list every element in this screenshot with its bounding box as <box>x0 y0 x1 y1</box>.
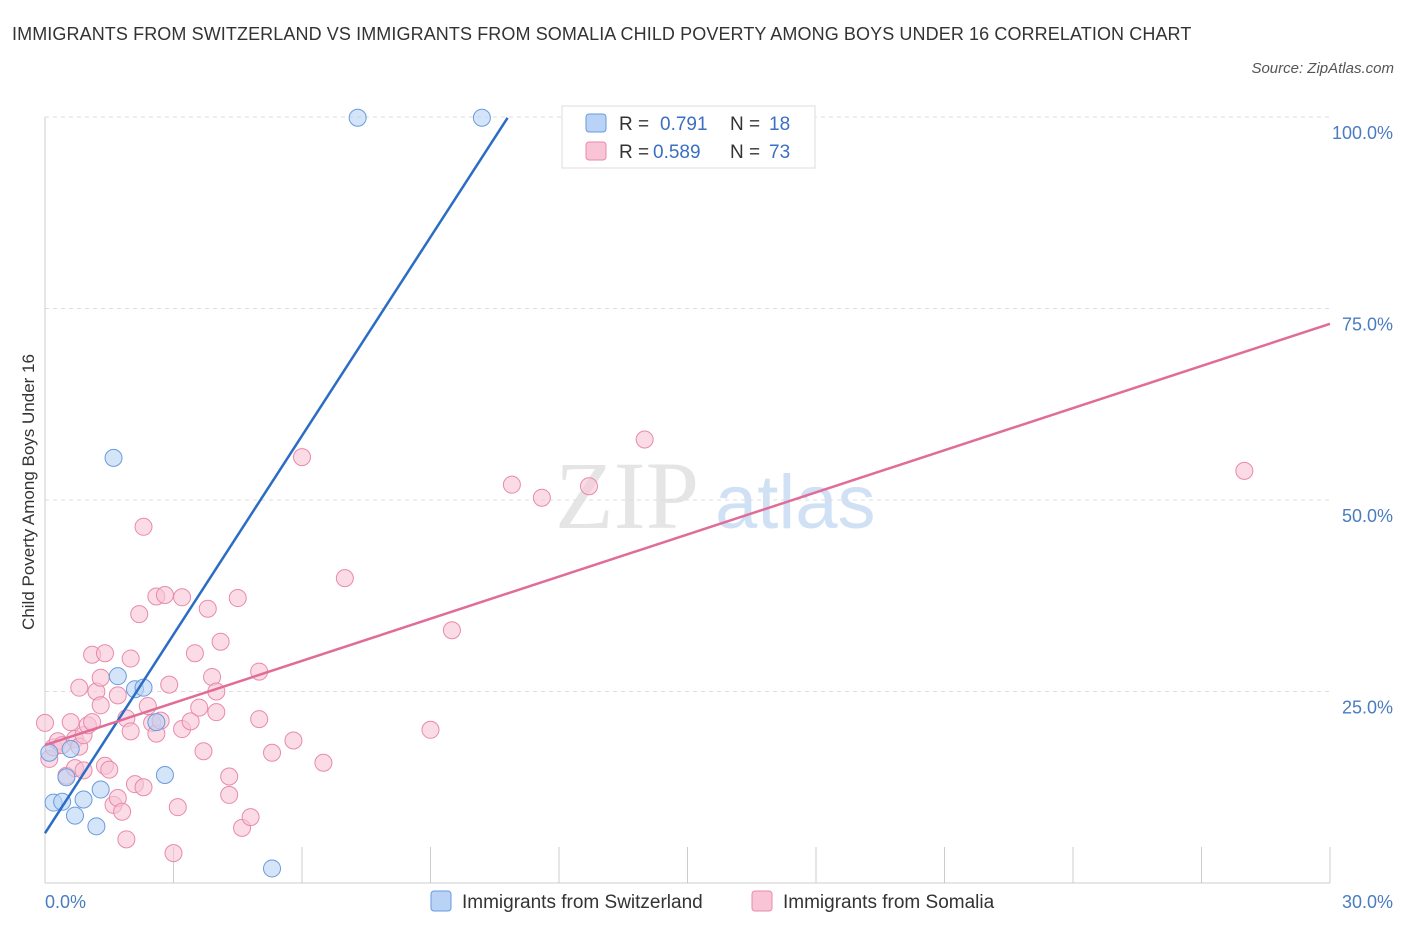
blue-point-6 <box>74 790 93 809</box>
legend-r-value-1: 0.791 <box>660 114 708 135</box>
x-tick-label-min: 0.0% <box>45 892 86 912</box>
bottom-legend-label-switzerland: Immigrants from Switzerland <box>462 892 703 913</box>
legend-r-label-1: R = <box>619 114 649 135</box>
x-tick-labels: 0.0% 30.0% <box>45 892 1393 912</box>
pink-point-72 <box>1235 461 1254 480</box>
blue-point-2 <box>53 792 72 811</box>
blue-point-14 <box>155 765 174 784</box>
pink-point-45 <box>181 712 200 731</box>
pink-point-60 <box>250 710 269 729</box>
legend-r-value-2: 0.589 <box>653 142 701 163</box>
pink-point-54 <box>220 767 239 786</box>
y-axis-title: Child Poverty Among Boys Under 16 <box>19 354 38 630</box>
pink-point-66 <box>421 720 440 739</box>
pink-point-53 <box>211 632 230 651</box>
pink-point-61 <box>263 743 282 762</box>
legend-n-value-2: 73 <box>769 142 790 163</box>
pink-point-27 <box>117 830 136 849</box>
bottom-legend-label-somalia: Immigrants from Somalia <box>783 892 995 913</box>
blue-point-10 <box>108 667 127 686</box>
pink-point-67 <box>442 621 461 640</box>
pink-point-25 <box>113 802 132 821</box>
blue-point-8 <box>91 780 110 799</box>
pink-point-56 <box>228 589 247 608</box>
blue-point-17 <box>472 108 491 127</box>
legend-r-label-2: R = <box>619 142 649 163</box>
blue-point-15 <box>263 859 282 878</box>
pink-point-68 <box>502 475 521 494</box>
y-tick-label: 50.0% <box>1342 506 1393 526</box>
source-credit: Source: ZipAtlas.com <box>1251 60 1394 77</box>
pink-point-19 <box>95 644 114 663</box>
y-tick-label: 75.0% <box>1342 315 1393 335</box>
chart-title: IMMIGRANTS FROM SWITZERLAND VS IMMIGRANT… <box>12 24 1192 44</box>
pink-point-28 <box>121 649 140 668</box>
blue-point-9 <box>104 448 123 467</box>
pink-point-39 <box>155 585 174 604</box>
pink-point-47 <box>190 698 209 717</box>
bottom-legend-swatch-switzerland <box>430 890 452 912</box>
pink-point-70 <box>579 477 598 496</box>
pink-point-40 <box>160 675 179 694</box>
pink-point-6 <box>61 713 80 732</box>
pink-point-10 <box>70 678 89 697</box>
bottom-legend-swatch-somalia <box>751 890 773 912</box>
pink-point-18 <box>91 668 110 687</box>
pink-point-65 <box>335 569 354 588</box>
pink-point-46 <box>185 644 204 663</box>
pink-point-58 <box>241 808 260 827</box>
pink-point-21 <box>100 760 119 779</box>
legend-n-label-1: N = <box>730 114 760 135</box>
blue-point-3 <box>57 768 76 787</box>
legend-swatch-blue <box>585 113 607 133</box>
watermark-zip: ZIP <box>555 442 699 549</box>
watermark-atlas: atlas <box>715 460 876 545</box>
pink-point-71 <box>635 430 654 449</box>
pink-point-24 <box>108 686 127 705</box>
blue-point-4 <box>61 739 80 758</box>
pink-point-49 <box>198 599 217 618</box>
pink-point-69 <box>532 488 551 507</box>
watermark: ZIP atlas <box>555 442 876 549</box>
pink-point-44 <box>173 588 192 607</box>
legend-n-label-2: N = <box>730 142 760 163</box>
x-tick-label-max: 30.0% <box>1342 892 1393 912</box>
y-tick-labels: 100.0% 75.0% 50.0% 25.0% <box>1332 123 1393 718</box>
pink-point-31 <box>130 605 149 624</box>
legend-swatch-pink <box>585 141 607 161</box>
pink-point-55 <box>220 785 239 804</box>
pink-point-64 <box>314 753 333 772</box>
legend-box: R = 0.791 N = 18 R = 0.589 N = 73 <box>561 105 816 169</box>
legend-n-value-1: 18 <box>769 114 790 135</box>
pink-point-63 <box>293 448 311 467</box>
pink-point-17 <box>91 696 110 715</box>
blue-point-13 <box>147 713 166 732</box>
series-somalia-points <box>36 430 1254 863</box>
bottom-legend: Immigrants from Switzerland Immigrants f… <box>430 890 995 913</box>
pink-point-33 <box>134 517 153 536</box>
pink-point-29 <box>121 722 140 741</box>
blue-point-5 <box>65 806 84 825</box>
blue-trend-line <box>43 117 509 834</box>
pink-point-32 <box>134 778 153 797</box>
pink-trend-line <box>44 322 1331 747</box>
y-tick-label: 25.0% <box>1342 698 1393 718</box>
trend-lines <box>43 117 1331 834</box>
pink-point-41 <box>164 844 183 863</box>
blue-point-0 <box>40 743 59 762</box>
pink-point-48 <box>194 742 213 761</box>
blue-point-16 <box>348 108 367 127</box>
pink-point-0 <box>36 713 54 732</box>
blue-point-7 <box>87 817 106 836</box>
pink-point-42 <box>168 798 187 817</box>
series-switzerland-points <box>40 108 491 878</box>
pink-point-51 <box>207 703 226 722</box>
pink-point-62 <box>284 731 303 750</box>
y-tick-label: 100.0% <box>1332 123 1393 143</box>
